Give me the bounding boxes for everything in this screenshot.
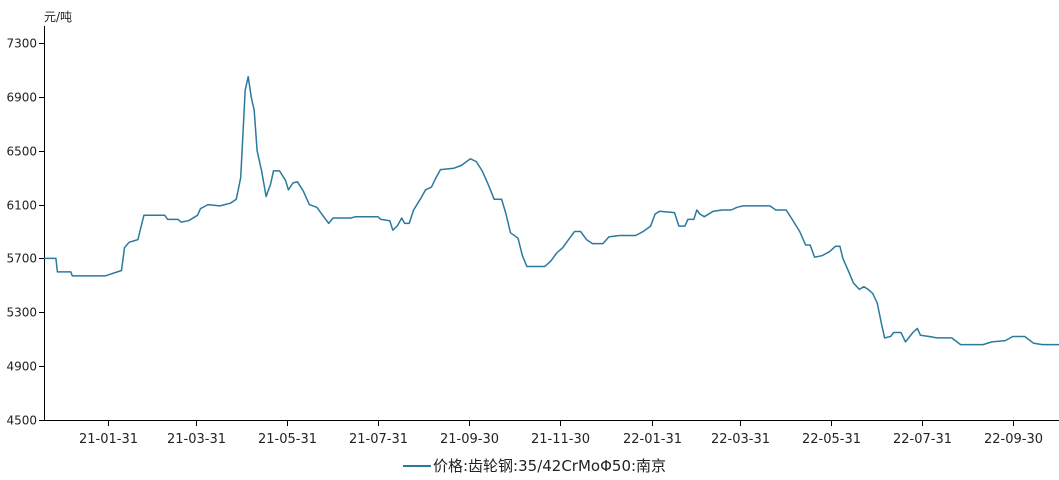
y-tick-label-4500: 4500 xyxy=(6,414,37,428)
y-tick-label-6500: 6500 xyxy=(6,145,37,159)
x-tick-label-22-01-31: 22-01-31 xyxy=(623,432,682,447)
y-tick-label-6900: 6900 xyxy=(6,91,37,105)
legend: 价格:齿轮钢:35/42CrMoΦ50:南京 xyxy=(403,457,666,475)
y-tick-label-5300: 5300 xyxy=(6,306,37,320)
x-tick-label-21-07-31: 21-07-31 xyxy=(349,432,408,447)
y-tick-label-4900: 4900 xyxy=(6,360,37,374)
y-axis-ticks: 4500 4900 5300 5700 6100 6500 6900 7300 xyxy=(6,37,44,428)
y-tick-label-7300: 7300 xyxy=(6,37,37,51)
y-tick-label-5700: 5700 xyxy=(6,252,37,266)
y-axis-unit-label: 元/吨 xyxy=(44,10,72,24)
x-tick-label-21-03-31: 21-03-31 xyxy=(167,432,226,447)
series-layer xyxy=(44,75,1059,346)
y-tick-label-6100: 6100 xyxy=(6,199,37,213)
x-tick-label-22-03-31: 22-03-31 xyxy=(711,432,770,447)
x-tick-label-22-05-31: 22-05-31 xyxy=(802,432,861,447)
x-tick-label-21-09-30: 21-09-30 xyxy=(440,432,499,447)
series-line-0 xyxy=(44,75,1059,346)
x-tick-label-22-09-30: 22-09-30 xyxy=(984,432,1043,447)
x-tick-label-21-01-31: 21-01-31 xyxy=(79,432,138,447)
x-axis-ticks: 21-01-31 21-03-31 21-05-31 21-07-31 21-09-30… xyxy=(79,420,1043,447)
legend-label: 价格:齿轮钢:35/42CrMoΦ50:南京 xyxy=(433,457,666,475)
x-tick-label-21-11-30: 21-11-30 xyxy=(531,432,590,447)
x-tick-label-21-05-31: 21-05-31 xyxy=(258,432,317,447)
x-tick-label-22-07-31: 22-07-31 xyxy=(893,432,952,447)
